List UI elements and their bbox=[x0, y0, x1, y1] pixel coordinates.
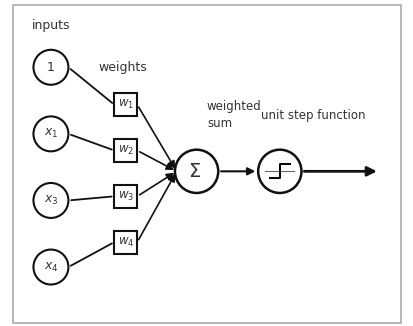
Text: unit step function: unit step function bbox=[261, 109, 365, 122]
Text: $w_1$: $w_1$ bbox=[118, 98, 133, 111]
FancyBboxPatch shape bbox=[114, 139, 137, 162]
Text: weighted
sum: weighted sum bbox=[206, 100, 261, 130]
FancyBboxPatch shape bbox=[13, 5, 400, 323]
Text: Σ: Σ bbox=[188, 162, 200, 181]
Text: $w_3$: $w_3$ bbox=[117, 190, 133, 203]
FancyBboxPatch shape bbox=[114, 93, 137, 116]
Text: inputs: inputs bbox=[32, 19, 71, 32]
Circle shape bbox=[175, 150, 218, 193]
Text: $w_4$: $w_4$ bbox=[117, 235, 134, 249]
Text: weights: weights bbox=[99, 61, 147, 74]
Circle shape bbox=[33, 250, 68, 285]
Circle shape bbox=[33, 183, 68, 218]
Text: $x_4$: $x_4$ bbox=[43, 260, 58, 274]
Text: $x_3$: $x_3$ bbox=[43, 194, 58, 207]
Circle shape bbox=[33, 50, 68, 85]
Text: $w_2$: $w_2$ bbox=[118, 144, 133, 157]
FancyBboxPatch shape bbox=[114, 185, 137, 208]
Circle shape bbox=[258, 150, 301, 193]
Text: $x_1$: $x_1$ bbox=[44, 127, 58, 141]
Text: 1: 1 bbox=[47, 61, 55, 74]
FancyBboxPatch shape bbox=[114, 230, 137, 254]
Circle shape bbox=[33, 116, 68, 151]
